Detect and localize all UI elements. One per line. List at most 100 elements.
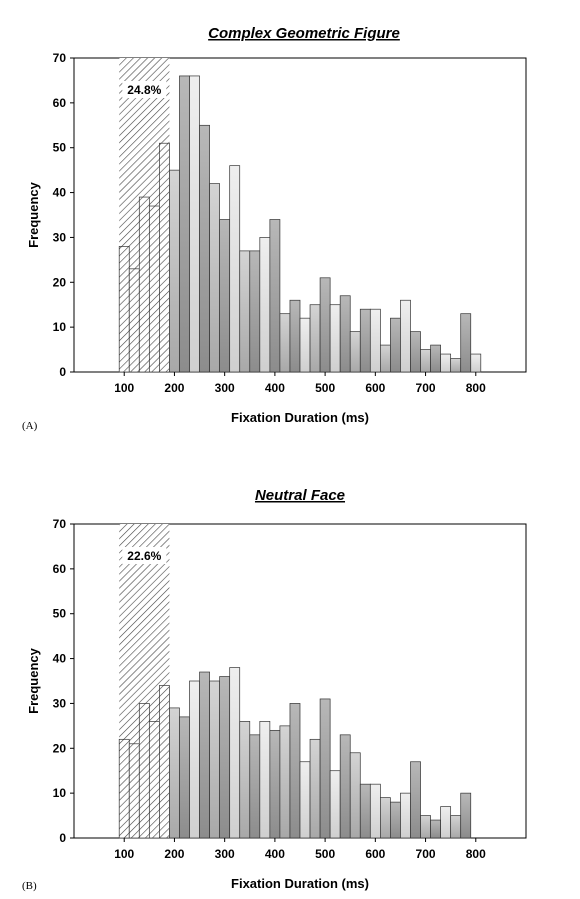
bar (400, 792, 411, 839)
x-tick-label: 100 (114, 847, 134, 861)
panel-b: Neutral Face 0 10 20 30 40 50 60 70 100 200 300 40… (22, 487, 527, 892)
bar (339, 734, 351, 839)
bar (169, 169, 180, 373)
bar (199, 124, 210, 373)
bar (199, 671, 210, 839)
y-tick-label: 40 (53, 652, 67, 666)
bar (299, 317, 311, 373)
chart-title: Neutral Face (255, 487, 345, 504)
y-tick-label: 20 (53, 741, 67, 755)
y-axis-label: Frequency (26, 181, 41, 248)
highlight-label-box (122, 547, 167, 564)
bar (138, 196, 150, 373)
bar (229, 165, 241, 373)
bar (390, 801, 401, 839)
y-tick-label: 30 (53, 230, 67, 244)
bar (309, 738, 321, 839)
y-tick-label: 20 (53, 275, 67, 289)
bars (118, 75, 482, 373)
x-tick-label: 600 (365, 847, 385, 861)
bar (359, 783, 371, 839)
bar (359, 308, 371, 373)
y-tick-label: 60 (53, 96, 67, 110)
bar (239, 721, 251, 839)
bar (329, 304, 341, 373)
bar (279, 725, 291, 839)
bar (249, 734, 261, 839)
y-axis-ticks: 0 10 20 30 40 50 60 70 (53, 517, 74, 845)
bar (289, 703, 301, 839)
bar (380, 797, 391, 839)
x-tick-label: 500 (315, 847, 335, 861)
bar (369, 783, 381, 839)
bar (148, 721, 160, 839)
bar (390, 317, 401, 373)
bar (209, 680, 220, 839)
highlight-label-box (122, 81, 167, 98)
bar (440, 806, 452, 839)
bar (299, 761, 311, 839)
panel-label: (A) (22, 420, 38, 432)
x-tick-label: 700 (416, 381, 436, 395)
bar (349, 331, 361, 373)
bar (219, 219, 231, 373)
bar (440, 353, 452, 373)
bar (209, 183, 220, 373)
y-tick-label: 10 (53, 786, 67, 800)
bar (128, 743, 140, 839)
bar (219, 676, 231, 839)
bar (339, 295, 351, 373)
x-tick-label: 100 (114, 381, 134, 395)
bar (420, 815, 431, 839)
bar (239, 250, 251, 373)
bar (430, 344, 441, 373)
bar (118, 738, 130, 839)
x-axis-ticks: 100 200 300 400 500 600 700 800 (114, 838, 486, 861)
panel-label: (B) (22, 880, 37, 892)
bar (289, 299, 301, 373)
bar (319, 277, 331, 373)
x-tick-label: 800 (466, 847, 486, 861)
x-tick-label: 500 (315, 381, 335, 395)
y-tick-label: 70 (53, 51, 67, 65)
bar (269, 219, 281, 373)
x-axis-label: Fixation Duration (ms) (231, 410, 369, 425)
x-tick-label: 400 (265, 381, 285, 395)
x-tick-label: 300 (215, 847, 235, 861)
x-tick-label: 300 (215, 381, 235, 395)
y-tick-label: 70 (53, 517, 67, 531)
bar (249, 250, 261, 373)
x-tick-label: 200 (164, 847, 184, 861)
bar (470, 353, 482, 373)
y-tick-label: 0 (59, 365, 66, 379)
bars (118, 667, 472, 839)
y-tick-label: 50 (53, 607, 67, 621)
bar (279, 313, 291, 373)
bar (460, 792, 472, 839)
x-tick-label: 400 (265, 847, 285, 861)
bar (329, 770, 341, 839)
y-axis-ticks: 0 10 20 30 40 50 60 70 (53, 51, 74, 379)
bar (148, 205, 160, 373)
chart-title: Complex Geometric Figure (208, 25, 400, 42)
bar (159, 685, 170, 839)
bar (420, 349, 431, 373)
y-tick-label: 50 (53, 141, 67, 155)
y-tick-label: 10 (53, 320, 67, 334)
highlight-label: 22.6% (127, 549, 161, 563)
bar (349, 752, 361, 839)
bar (450, 358, 462, 373)
y-tick-label: 40 (53, 186, 67, 200)
bar (159, 142, 170, 373)
bar (319, 698, 331, 839)
bar (169, 707, 180, 839)
bar (369, 308, 381, 373)
bar (309, 304, 321, 373)
bar (410, 331, 421, 373)
bar (138, 703, 150, 839)
x-tick-label: 800 (466, 381, 486, 395)
x-tick-label: 700 (416, 847, 436, 861)
x-tick-label: 200 (164, 381, 184, 395)
x-axis-ticks: 100 200 300 400 500 600 700 800 (114, 372, 486, 395)
